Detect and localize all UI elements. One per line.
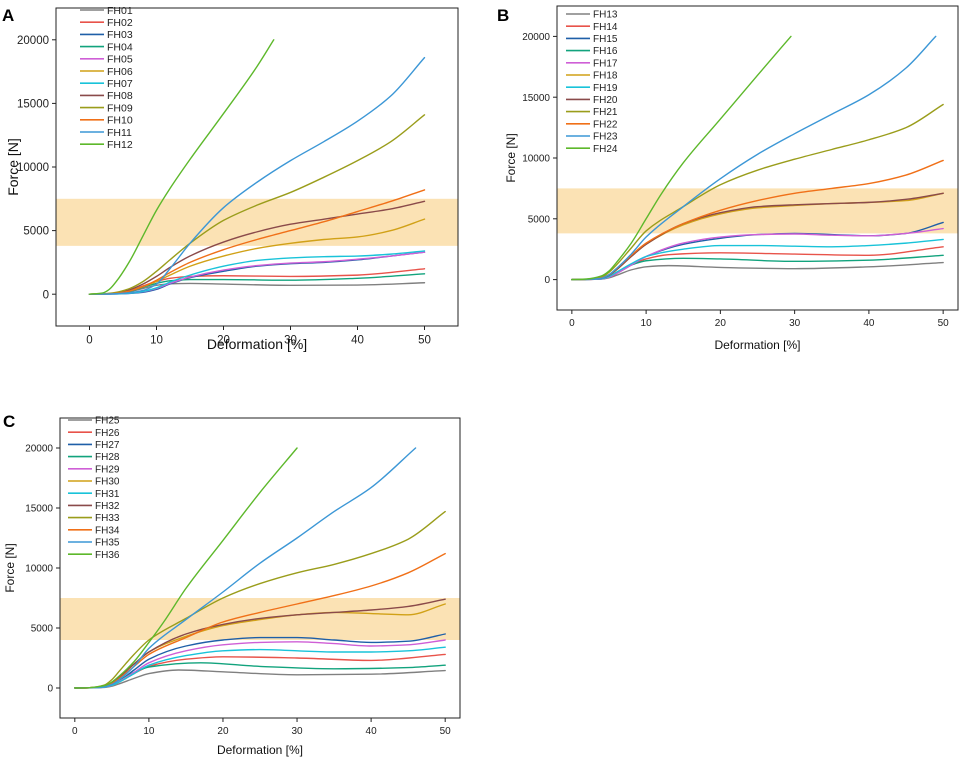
- legend-label: FH02: [107, 17, 133, 29]
- series-lines: [571, 35, 944, 281]
- legend-label: FH16: [593, 46, 618, 57]
- legend-label: FH32: [95, 501, 120, 512]
- y-tick-label: 20000: [522, 32, 550, 43]
- series-line-fh23: [571, 35, 937, 281]
- x-tick-label: 40: [351, 335, 364, 347]
- series-lines: [74, 447, 446, 689]
- legend-label: FH12: [107, 139, 133, 151]
- y-tick-label: 10000: [25, 564, 53, 575]
- x-tick-label: 0: [569, 318, 575, 329]
- legend-label: FH01: [107, 5, 133, 17]
- panel-label: C: [3, 412, 15, 431]
- legend-label: FH06: [107, 66, 133, 78]
- x-tick-label: 10: [143, 726, 155, 737]
- legend-label: FH14: [593, 22, 618, 33]
- series-line-fh36: [74, 447, 298, 689]
- x-tick-label: 10: [150, 335, 163, 347]
- panel-label: A: [2, 6, 14, 25]
- y-tick-label: 0: [47, 684, 53, 695]
- legend-label: FH03: [107, 29, 133, 41]
- x-tick-label: 20: [217, 726, 229, 737]
- legend-label: FH36: [95, 550, 120, 561]
- legend-label: FH33: [95, 513, 120, 524]
- x-tick-label: 10: [641, 318, 653, 329]
- series-line-fh24: [571, 35, 792, 281]
- x-tick-label: 30: [284, 335, 297, 347]
- x-tick-label: 30: [291, 726, 303, 737]
- legend-label: FH13: [593, 10, 618, 21]
- y-tick-label: 10000: [17, 162, 49, 174]
- legend-label: FH15: [593, 34, 618, 45]
- legend-label: FH29: [95, 464, 120, 475]
- legend-label: FH09: [107, 102, 133, 114]
- chart-panel-b: B 0 10 20 30 40 50 0 5000 10000 15000 20000 Deformat…: [497, 5, 959, 352]
- legend-label: FH34: [95, 525, 120, 536]
- legend-label: FH11: [107, 127, 132, 139]
- legend-label: FH24: [593, 144, 618, 155]
- y-tick-label: 20000: [17, 35, 49, 47]
- x-tick-label: 0: [86, 335, 92, 347]
- y-axis-title: Force [N]: [3, 543, 17, 592]
- legend-label: FH27: [95, 440, 120, 451]
- x-tick-label: 50: [938, 318, 950, 329]
- y-tick-label: 15000: [17, 99, 49, 111]
- legend-label: FH23: [593, 132, 618, 143]
- legend-label: FH04: [107, 41, 133, 53]
- x-axis-title: Deformation [%]: [207, 336, 307, 352]
- legend-label: FH35: [95, 538, 120, 549]
- series-line-fh02: [88, 268, 426, 295]
- x-tick-label: 20: [715, 318, 727, 329]
- y-tick-label: 10000: [522, 154, 550, 165]
- series-line-fh35: [74, 447, 417, 689]
- y-tick-label: 20000: [25, 444, 53, 455]
- highlight-band: [56, 198, 458, 246]
- chart-panel-c: C 0 10 20 30 40 50 0 5000 10000 15000 20000 Deformat…: [3, 412, 461, 757]
- x-tick-label: 20: [217, 335, 230, 347]
- y-tick-label: 15000: [522, 93, 550, 104]
- legend: FH01FH02FH03FH04FH05FH06FH07FH08FH09FH10…: [80, 5, 133, 151]
- y-tick-label: 15000: [25, 504, 53, 515]
- legend-label: FH18: [593, 71, 618, 82]
- legend-label: FH10: [107, 115, 133, 127]
- legend-label: FH30: [95, 477, 120, 488]
- series-line-fh11: [88, 56, 426, 295]
- x-tick-label: 40: [863, 318, 875, 329]
- y-tick-label: 0: [544, 275, 550, 286]
- legend-label: FH25: [95, 416, 120, 427]
- x-tick-label: 50: [418, 335, 431, 347]
- legend-label: FH20: [593, 95, 618, 106]
- y-tick-label: 0: [43, 289, 49, 301]
- y-tick-label: 5000: [31, 624, 54, 635]
- x-axis-title: Deformation [%]: [714, 338, 800, 352]
- legend-label: FH17: [593, 58, 618, 69]
- legend-label: FH19: [593, 83, 618, 94]
- legend-label: FH08: [107, 90, 133, 102]
- y-tick-label: 5000: [528, 214, 551, 225]
- x-axis-title: Deformation [%]: [217, 743, 303, 757]
- legend-label: FH21: [593, 107, 618, 118]
- panel-label: B: [497, 6, 509, 25]
- legend-label: FH28: [95, 452, 120, 463]
- legend-label: FH26: [95, 428, 120, 439]
- highlight-band: [557, 188, 958, 234]
- legend-label: FH31: [95, 489, 120, 500]
- legend-label: FH07: [107, 78, 133, 90]
- x-tick-label: 40: [366, 726, 378, 737]
- series-line-fh12: [88, 39, 275, 295]
- legend-label: FH22: [593, 119, 618, 130]
- x-tick-label: 0: [72, 726, 78, 737]
- series-lines: [88, 39, 426, 295]
- y-axis-title: Force [N]: [5, 138, 21, 196]
- chart-panel-a: A 0 10 20 30 40 50 0 5000 10000 15000 20000 Deformat…: [2, 5, 459, 352]
- x-tick-label: 30: [789, 318, 801, 329]
- series-line-fh29: [74, 639, 446, 689]
- x-tick-label: 50: [440, 726, 452, 737]
- series-line-fh33: [74, 510, 446, 689]
- legend-label: FH05: [107, 54, 133, 66]
- y-axis-title: Force [N]: [504, 133, 518, 182]
- y-tick-label: 5000: [23, 226, 49, 238]
